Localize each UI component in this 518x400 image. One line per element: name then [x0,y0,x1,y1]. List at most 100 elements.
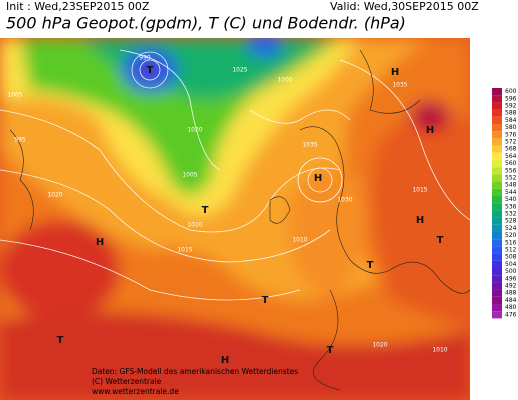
pressure-center: T [367,260,374,271]
legend-label: 488 [505,290,517,297]
isobar-label: 1010 [432,347,447,354]
isobar-label: 1025 [232,67,247,74]
footer-line: www.wetterzentrale.de [92,387,179,396]
isobar-label: 1020 [372,342,387,349]
legend-label: 592 [505,103,517,110]
legend-label: 600 [505,88,517,95]
legend-label: 556 [505,167,517,174]
legend-label: 536 [505,203,517,210]
legend-label: 540 [505,196,517,203]
isobar-label: 1000 [277,77,292,84]
isobar-label: 1020 [187,127,202,134]
pressure-center: T [202,205,209,216]
isobars [0,49,470,301]
isobar-label: 1030 [337,197,352,204]
legend-swatch [492,188,502,196]
legend-swatch [492,116,502,124]
legend-label: 524 [505,225,517,232]
legend-label: 580 [505,124,517,131]
legend-label: 596 [505,95,517,102]
footer: Daten: GFS-Modell des amerikanischen Wet… [92,367,298,396]
legend-swatch [492,145,502,153]
isobar-label: 1010 [292,237,307,244]
isobar-label: 1035 [302,142,317,149]
legend-label: 516 [505,239,517,246]
legend-swatch [492,131,502,139]
legend-label: 560 [505,160,517,167]
pressure-center: H [391,67,399,78]
pressure-center: T [262,295,269,306]
pressure-center: T [57,335,64,346]
legend-swatch [492,124,502,132]
legend-swatch [492,138,502,146]
legend-swatch [492,210,502,218]
pressure-center: H [314,173,322,184]
legend-swatch [492,152,502,160]
legend-swatch [492,102,502,110]
legend-label: 544 [505,189,517,196]
legend-label: 584 [505,117,517,124]
isobar-label: 1005 [182,172,197,179]
legend-label: 588 [505,110,517,117]
isobar-label: 1005 [7,92,22,99]
legend-label: 528 [505,218,517,225]
legend-swatch [492,232,502,240]
pressure-center: T [147,65,154,76]
legend-label: 476 [505,311,517,318]
valid-time: Valid: Wed,30SEP2015 00Z [330,0,479,13]
legend-label: 508 [505,254,517,261]
legend-label: 520 [505,232,517,239]
legend-label: 552 [505,175,517,182]
pressure-center: H [416,215,424,226]
legend-swatch [492,282,502,290]
pressure-center: H [426,125,434,136]
legend-swatch [492,304,502,312]
legend-label: 568 [505,146,517,153]
isobar-label: 1035 [392,82,407,89]
isobar-label: 1020 [47,192,62,199]
legend-swatch [492,109,502,117]
legend-label: 576 [505,131,517,138]
footer-line: (C) Wetterzentrale [92,377,162,386]
legend-swatch [492,239,502,247]
map-labels: H H H H H H T T T T T T T 1035 1035 1020 1020 1015 1010 100… [7,55,447,367]
legend-label: 480 [505,304,517,311]
isobar-label: 995 [14,137,26,144]
isobar-label: 1015 [177,247,192,254]
legend-swatch [492,160,502,168]
pressure-center: T [437,235,444,246]
pressure-center: H [221,355,229,366]
pressure-center: H [96,237,104,248]
legend-swatch [492,289,502,297]
legend-swatch [492,275,502,283]
legend-swatch [492,260,502,268]
legend-label: 532 [505,211,517,218]
legend-label: 548 [505,182,517,189]
map-title: 500 hPa Geopot.(gpdm), T (C) und Bodendr… [6,14,406,33]
footer-line: Daten: GFS-Modell des amerikanischen Wet… [92,367,298,376]
color-legend: 6005965925885845805765725685645605565525… [492,88,517,319]
legend-swatch [492,296,502,304]
legend-label: 504 [505,261,517,268]
init-time: Init : Wed,23SEP2015 00Z [6,0,150,13]
legend-label: 500 [505,268,517,275]
legend-label: 512 [505,247,517,254]
legend-label: 564 [505,153,517,160]
legend-swatch [492,311,502,319]
legend-label: 492 [505,283,517,290]
map [0,38,470,400]
fields [0,38,470,400]
legend-label: 572 [505,139,517,146]
pressure-center: T [327,345,334,356]
legend-swatch [492,95,502,103]
legend-swatch [492,167,502,175]
coastlines [9,49,470,391]
legend-label: 484 [505,297,517,304]
legend-swatch [492,181,502,189]
legend-swatch [492,253,502,261]
legend-swatch [492,174,502,182]
legend-swatch [492,268,502,276]
isobar-label: 990 [139,55,151,62]
legend-swatch [492,246,502,254]
